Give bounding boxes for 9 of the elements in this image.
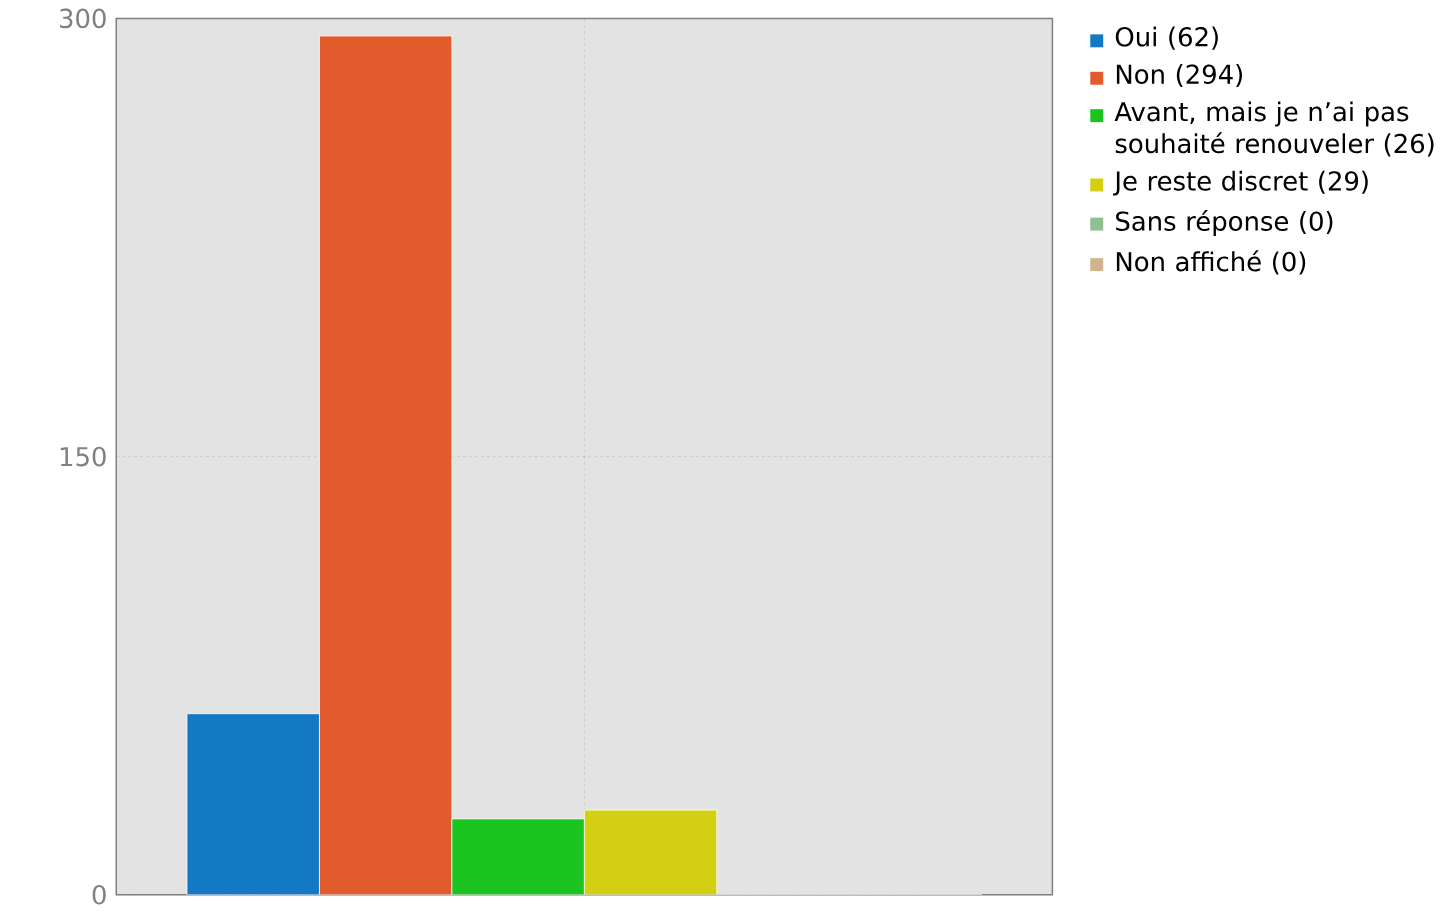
y-tick-label: 150	[60, 446, 106, 467]
y-tick-label: 300	[59, 8, 106, 29]
legend-label: Sans réponse (0)	[1116, 209, 1333, 236]
legend-label: Non (294)	[1116, 63, 1242, 87]
y-tick-label: 0	[92, 884, 106, 905]
legend-label: Oui (62)	[1115, 26, 1218, 50]
legend-label: Je reste discret (29)	[1113, 170, 1368, 196]
legend-label: Non affiché (0)	[1116, 250, 1306, 275]
legend-label: Avant, mais je n’ai pas souhaité renouveler (26)	[1114, 101, 1434, 157]
